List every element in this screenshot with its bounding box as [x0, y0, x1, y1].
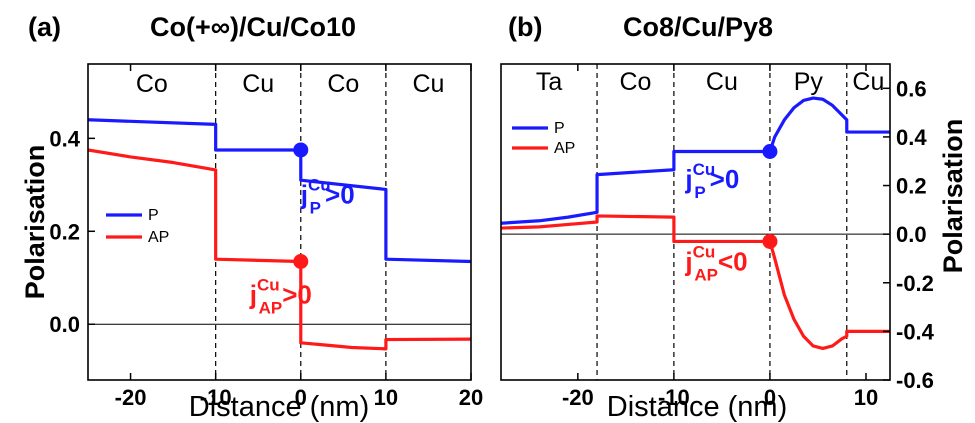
annotation-relation: >0 — [282, 279, 312, 309]
annotation-subscript: P — [310, 198, 321, 217]
panel-a-label: (a) — [28, 12, 61, 42]
panel-b-layer-label: Cu — [706, 68, 738, 96]
panel-b-title: Co8/Cu/Py8 — [623, 12, 773, 42]
annotation-subscript: AP — [259, 298, 283, 317]
annotation-relation: >0 — [325, 179, 355, 209]
panel-b-annotation-p: jCu P >0 — [684, 160, 739, 202]
annotation-symbol: j — [684, 164, 692, 194]
panel-a-layer-label: Cu — [242, 70, 274, 98]
y-tick-label: -0.4 — [896, 319, 935, 344]
legend-label-p: P — [148, 207, 159, 224]
x-tick-label: 20 — [459, 385, 483, 410]
annotation-superscript: Cu — [257, 275, 280, 294]
panel-a-series-ap-line — [88, 150, 471, 349]
y-tick-label: 0.4 — [49, 126, 80, 151]
legend-label-p: P — [554, 120, 565, 137]
panel-b-layer-label: Co — [619, 68, 651, 96]
panel-a-x-axis-label: Distance (nm) — [189, 391, 370, 423]
annotation-symbol: j — [249, 279, 257, 309]
panel-b-label: (b) — [508, 12, 542, 42]
panel-a-marker-ap — [293, 254, 308, 269]
panel-a-marker-p — [293, 142, 308, 157]
x-tick-label: -20 — [115, 385, 147, 410]
panel-a-layer-label: Cu — [412, 70, 444, 98]
panel-b-ticks: -20 -10 0 10-0.6-0.4-0.20.00.20.40.6 — [562, 64, 935, 410]
x-tick-label: 10 — [374, 385, 398, 410]
annotation-superscript: Cu — [693, 243, 716, 262]
y-tick-label: 0.0 — [49, 312, 80, 337]
panel-b-marker-ap — [762, 234, 777, 249]
panel-b-y-axis-label: Polarisation — [938, 119, 968, 274]
panel-b-plot-content: Ta Co Cu Py Cu — [501, 64, 890, 380]
x-tick-label: 10 — [854, 385, 878, 410]
panel-a-layer-label: Co — [136, 70, 168, 98]
panel-a-plot-content: Co Cu Co Cu — [88, 64, 471, 380]
panel-b-axes-frame — [501, 64, 890, 380]
panel-b-layer-label: Cu — [852, 68, 884, 96]
y-tick-label: -0.6 — [896, 368, 934, 393]
x-tick-label: -20 — [562, 385, 594, 410]
panel-a-axes-frame — [88, 64, 471, 380]
annotation-subscript: AP — [694, 266, 718, 285]
y-tick-label: 0.6 — [896, 76, 927, 101]
y-tick-label: -0.2 — [896, 271, 934, 296]
panel-a-layer-label: Co — [327, 70, 359, 98]
legend-label-ap: AP — [148, 229, 169, 246]
y-tick-label: 0.2 — [49, 219, 80, 244]
y-tick-label: 0.2 — [896, 174, 927, 199]
y-tick-label: 0.0 — [896, 222, 927, 247]
annotation-relation: <0 — [718, 247, 748, 277]
panel-a-annotation-ap: jCu AP>0 — [249, 275, 312, 317]
legend-label-ap: AP — [554, 140, 575, 157]
annotation-symbol: j — [300, 179, 308, 209]
panel-b-annotation-ap: jCu AP<0 — [684, 243, 747, 285]
annotation-symbol: j — [684, 247, 692, 277]
panel-a-title: Co(+∞)/Cu/Co10 — [150, 12, 356, 42]
panel-b-marker-p — [762, 144, 777, 159]
panel-b-x-axis-label: Distance (nm) — [607, 391, 788, 423]
annotation-relation: >0 — [710, 164, 740, 194]
panel-a-series-p-line — [88, 120, 471, 262]
panel-a-y-axis-label: Polarisation — [20, 145, 50, 300]
annotation-subscript: P — [694, 183, 705, 202]
panel-b-layer-label: Py — [794, 68, 824, 96]
y-tick-label: 0.4 — [896, 125, 927, 150]
panel-a-annotation-p: jCu P >0 — [300, 175, 355, 217]
panel-b-layer-label: Ta — [536, 68, 563, 96]
